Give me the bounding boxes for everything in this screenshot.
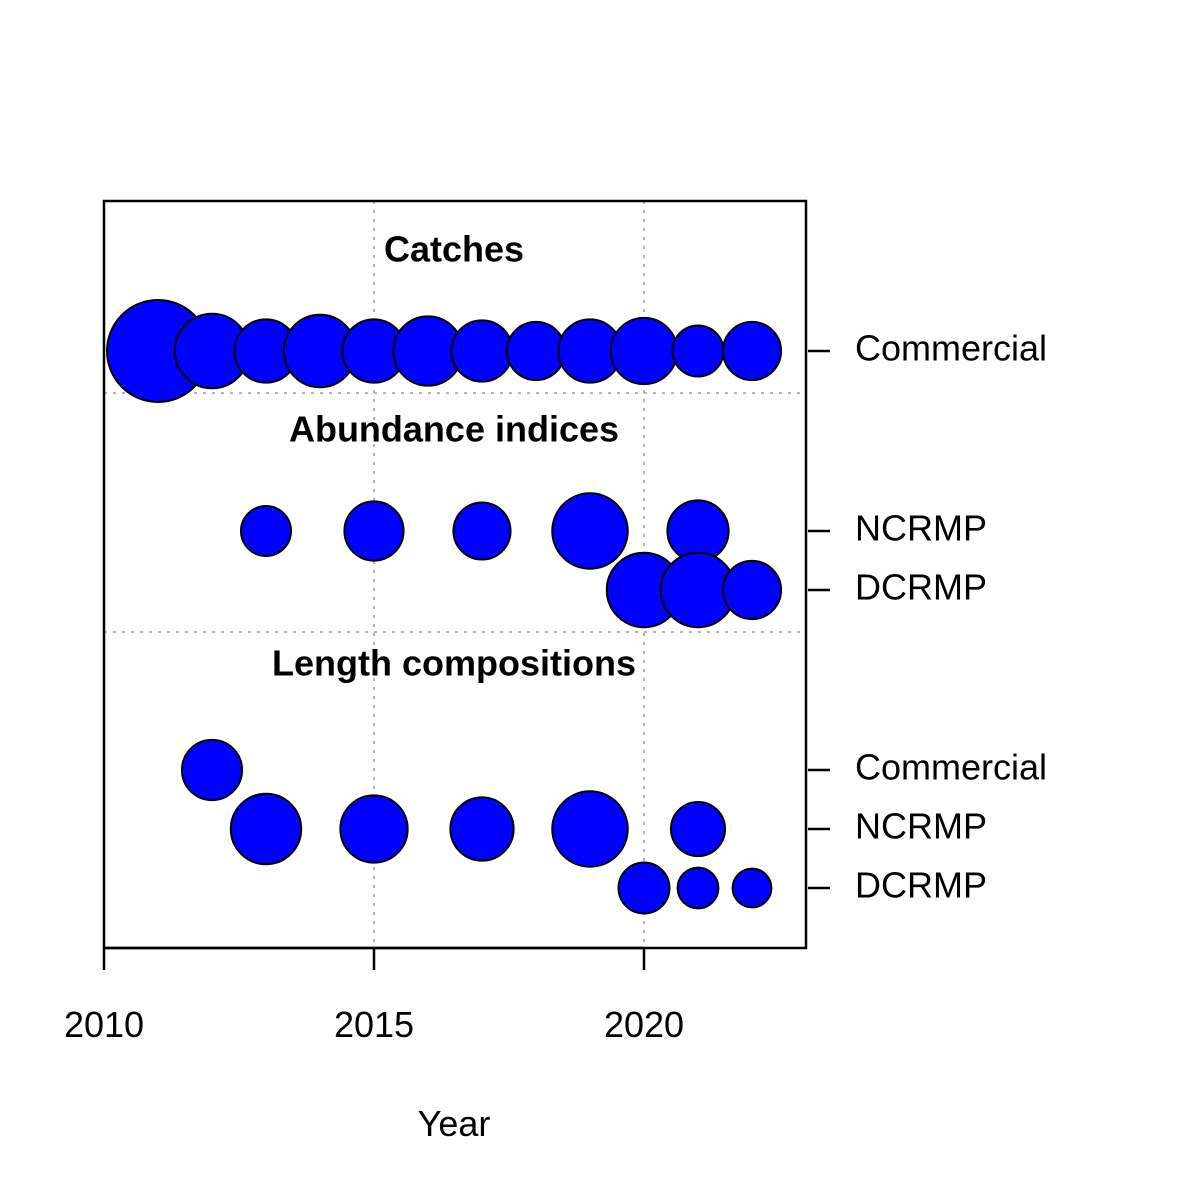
bubble-point <box>229 792 303 866</box>
y-tick-label: DCRMP <box>855 567 987 608</box>
bubble-point <box>721 320 783 382</box>
bubble-point <box>450 319 514 383</box>
y-tick-label: Commercial <box>855 328 1047 369</box>
bubble-point <box>551 492 629 570</box>
bubble-point <box>505 320 567 382</box>
bubble-point <box>551 790 629 868</box>
y-axis-right: Commercial NCRMP DCRMP Commercial NCRMP DCRMP <box>808 328 1047 906</box>
y-tick-label: Commercial <box>855 747 1047 788</box>
x-axis-title: Year <box>418 1103 491 1144</box>
bubble-point <box>180 738 244 802</box>
section-title: Length compositions <box>272 643 636 684</box>
section-title-layer: Catches Abundance indices Length compositi… <box>272 229 636 684</box>
bubble-point <box>609 316 679 386</box>
bubble-point <box>676 866 720 910</box>
bubble-point <box>343 500 405 562</box>
bubble-layer <box>106 299 783 915</box>
bubble-point <box>452 501 512 561</box>
x-axis: 2010 2015 2020 <box>64 946 684 1045</box>
bubble-point <box>731 867 773 909</box>
bubble-point <box>721 559 783 621</box>
x-tick-label: 2015 <box>334 1004 414 1045</box>
section-title: Catches <box>384 229 524 270</box>
x-tick-label: 2020 <box>604 1004 684 1045</box>
y-tick-label: NCRMP <box>855 806 987 847</box>
bubble-point <box>240 505 292 557</box>
x-tick-label: 2010 <box>64 1004 144 1045</box>
bubble-point <box>617 861 671 915</box>
bubble-point <box>339 794 409 864</box>
y-tick-label: DCRMP <box>855 865 987 906</box>
bubble-point <box>669 800 727 858</box>
bubble-point <box>449 796 515 862</box>
section-title: Abundance indices <box>289 409 619 450</box>
bubble-point <box>671 324 725 378</box>
y-tick-label: NCRMP <box>855 508 987 549</box>
